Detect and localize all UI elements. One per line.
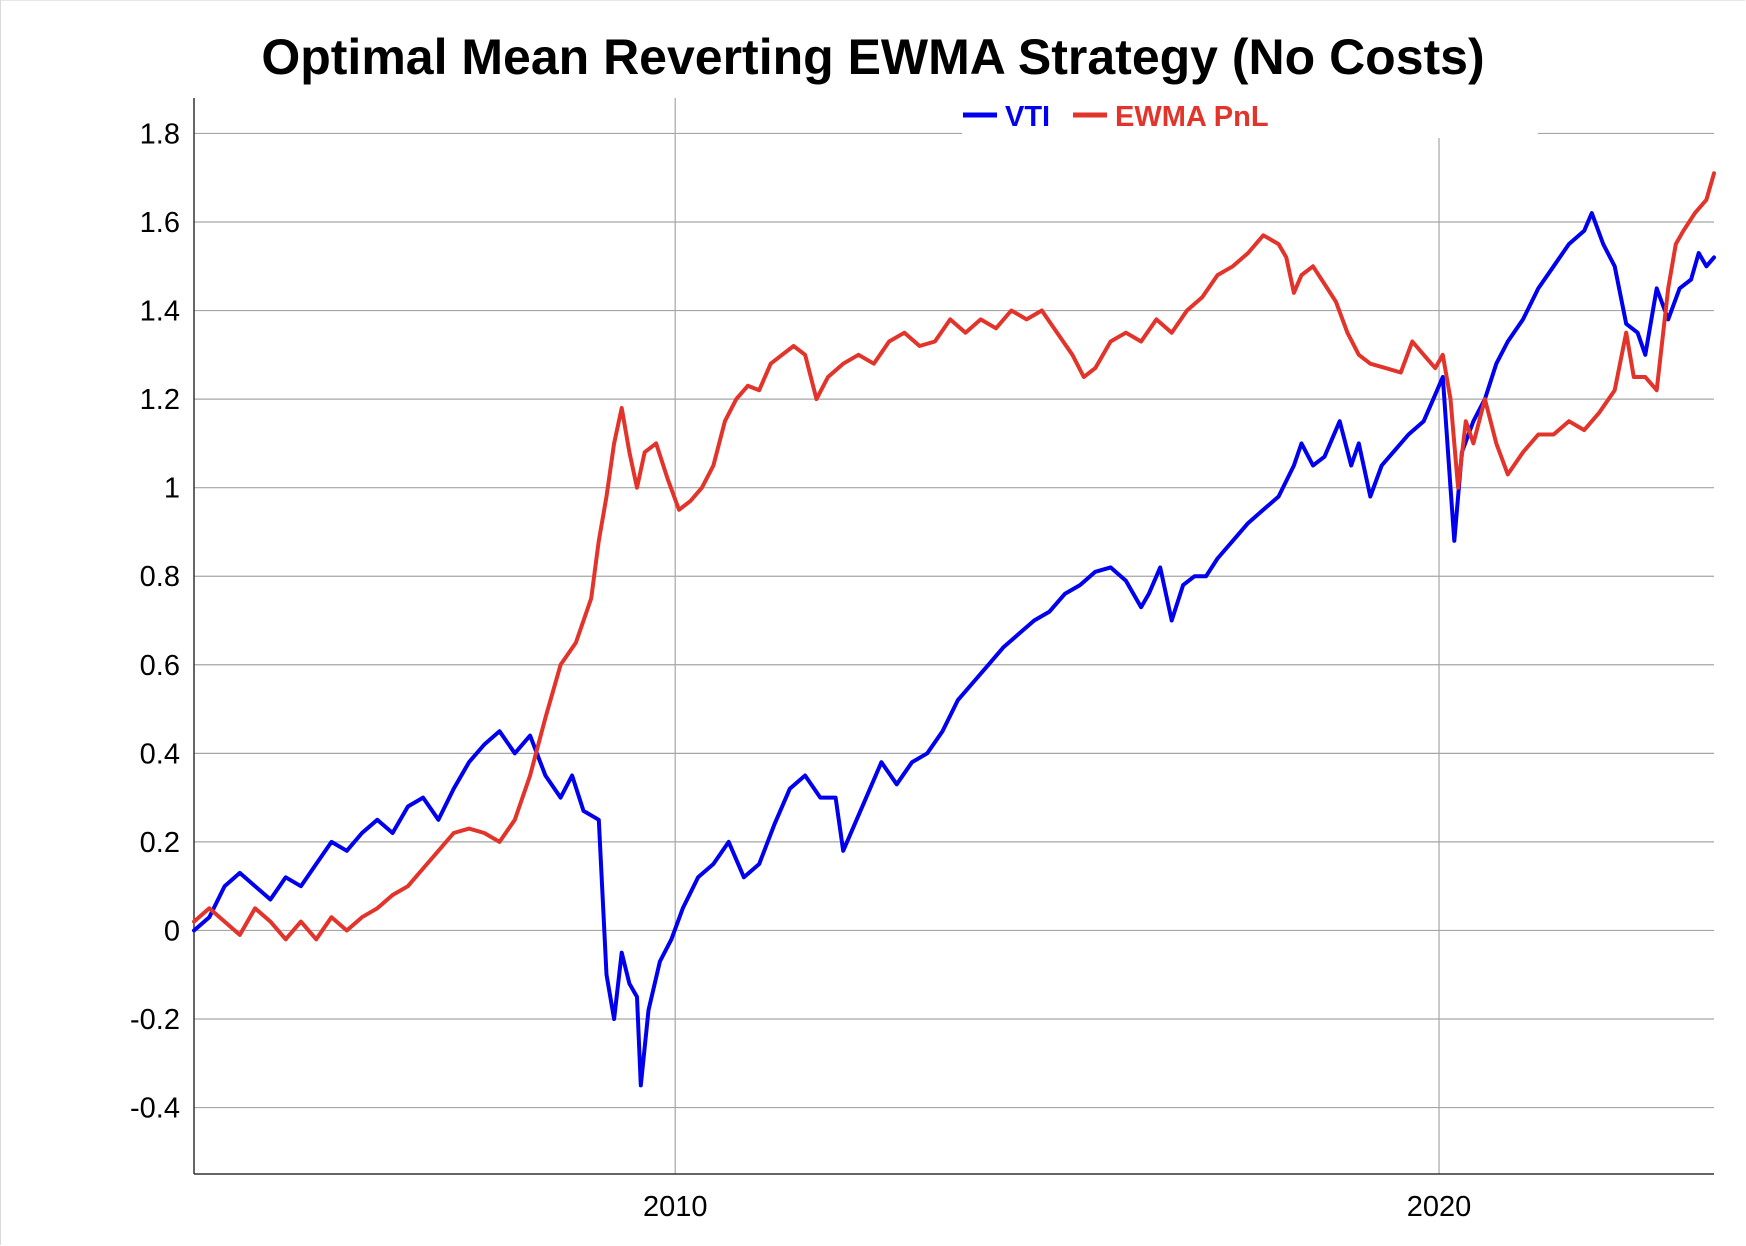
axes [193,98,1714,1175]
series-lines [192,171,1716,1088]
legend-background [962,98,1538,138]
y-tick-label: 1 [164,473,180,505]
legend-label-vti: VTI [1005,101,1050,133]
series-line-ewma-pnl [192,171,1716,942]
x-tick-label: 2020 [1407,1191,1472,1223]
y-tick-label: 1.4 [140,296,180,328]
grid [194,98,1714,1174]
y-tick-label: 1.6 [140,207,180,239]
y-tick-label: 0.6 [140,650,180,682]
x-tick-label: 2010 [643,1191,708,1223]
y-tick-label: 0 [164,915,180,947]
series-line-vti [192,211,1716,1088]
y-tick-label: 0.4 [140,738,180,770]
legend-label-ewma-pnl: EWMA PnL [1115,101,1269,133]
chart-title: Optimal Mean Reverting EWMA Strategy (No… [261,29,1485,85]
y-tick-label: 1.8 [140,118,180,150]
legend: VTI EWMA PnL [962,98,1538,138]
y-tick-label: -0.4 [130,1093,180,1125]
y-tick-label: 1.2 [140,384,180,416]
y-tick-label: -0.2 [130,1004,180,1036]
y-tick-label: 0.2 [140,827,180,859]
tick-labels: -0.4 -0.2 0 0.2 0.4 0.6 0.8 1 1.2 1.4 1.6 1.8 2010 20… [130,118,1471,1223]
y-tick-label: 0.8 [140,561,180,593]
